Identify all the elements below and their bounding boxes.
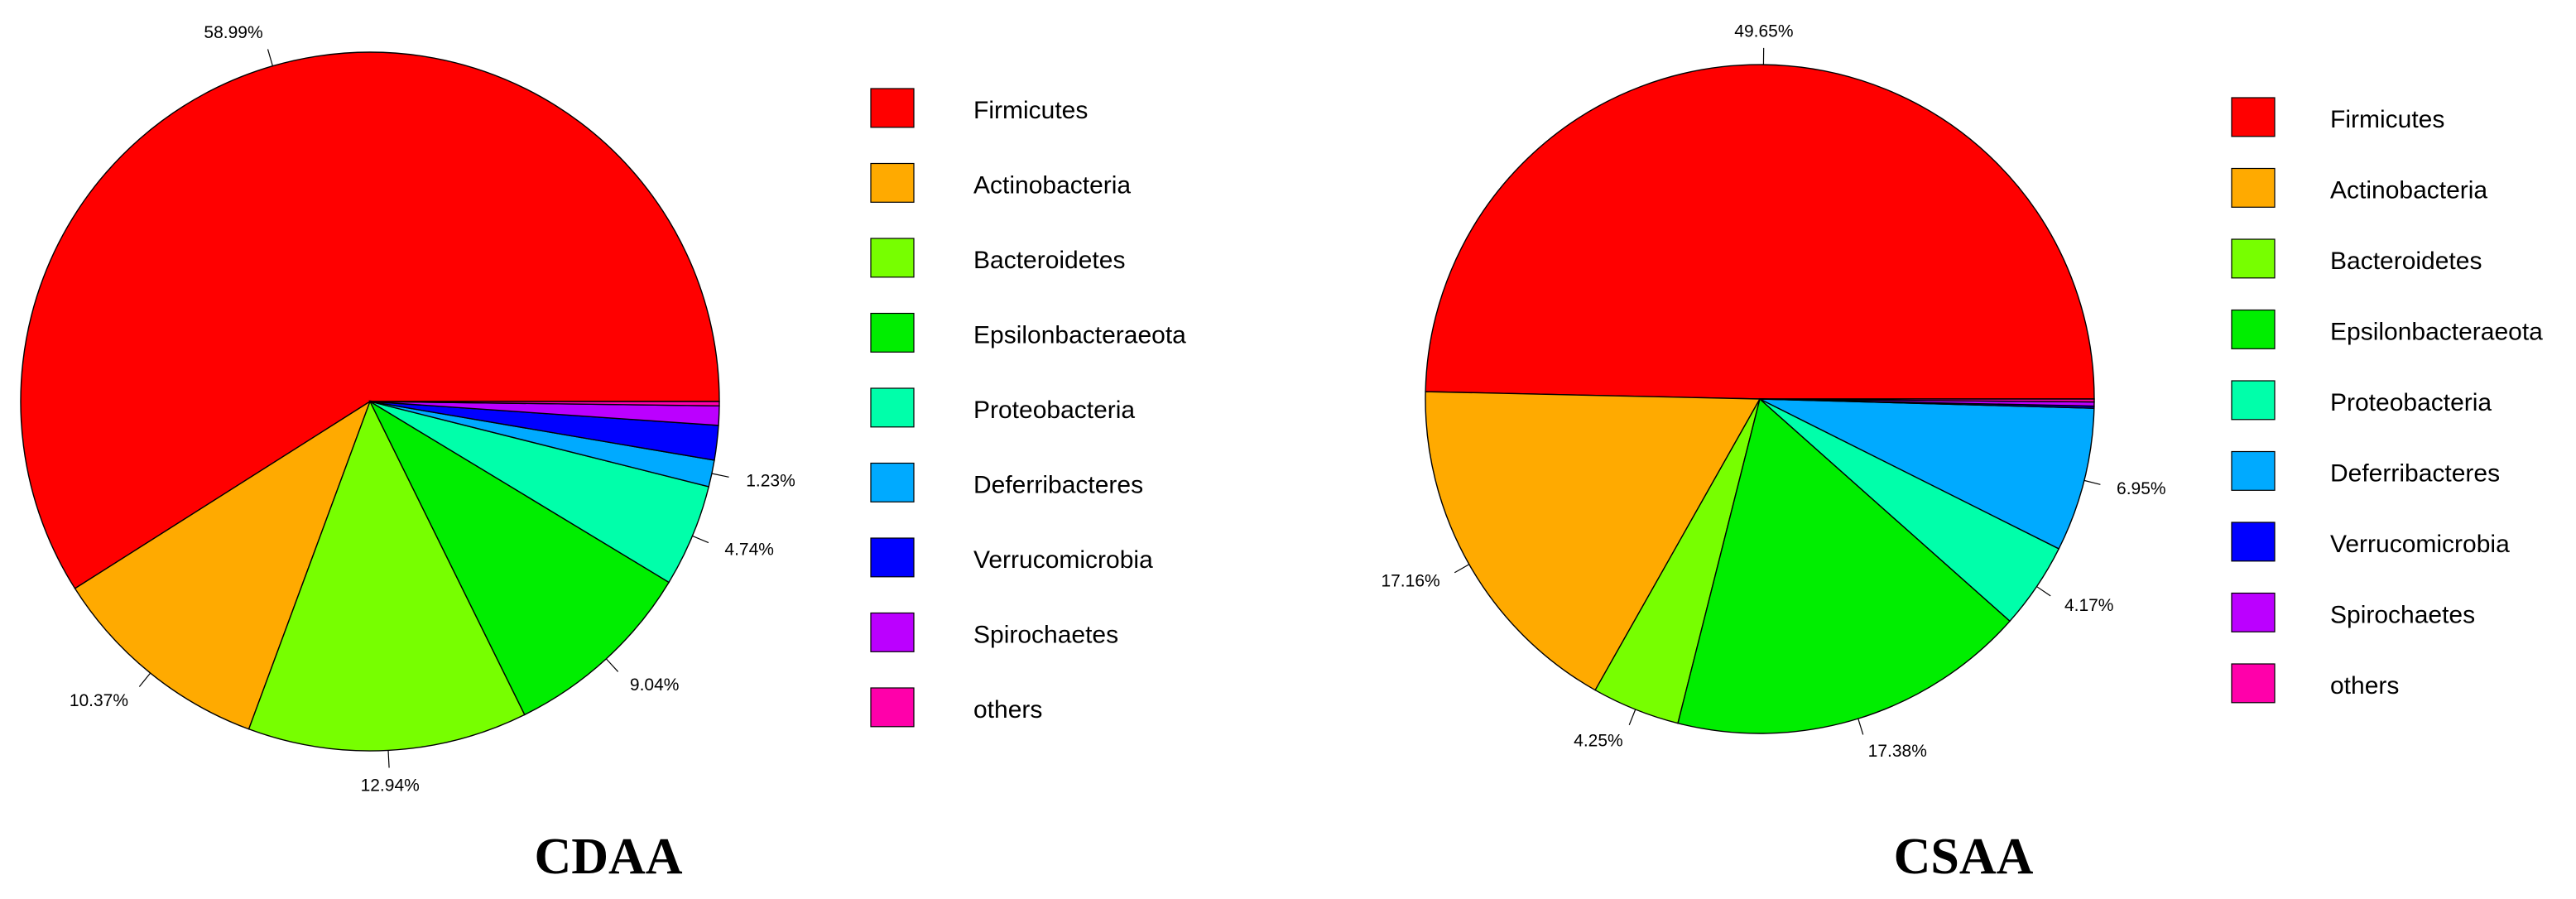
cdaa-legend-label-epsilonbacteraeota: Epsilonbacteraeota [973,322,1186,349]
cdaa-leader-lines [138,49,729,768]
cdaa-slice-others [369,401,720,407]
csaa-label-actinobacteria: 17.16% [1381,572,1439,591]
cdaa-panel: 58.99% 10.37% 12.94% 9.04% 4.74% 1.23% Firmic… [20,23,1186,885]
cdaa-legend-swatch-firmicutes [870,88,915,128]
cdaa-label-firmicutes: 58.99% [204,23,262,42]
cdaa-legend-swatch-spirochaetes [870,612,915,652]
cdaa-label-deferribacteres: 1.23% [746,472,795,491]
csaa-pie [1425,64,2095,734]
csaa-legend-label-deferribacteres: Deferribacteres [2330,460,2500,488]
csaa-label-deferribacteres: 6.95% [2117,479,2166,498]
csaa-legend-swatch-proteobacteria [2231,380,2276,421]
cdaa-legend-swatch-actinobacteria [870,162,915,203]
cdaa-slice-bacteroidetes [248,400,526,752]
cdaa-title: CDAA [534,829,682,885]
cdaa-legend-swatch-others [870,687,915,728]
cdaa-leader-deferribacteres [711,473,729,478]
csaa-legend-label-epsilonbacteraeota: Epsilonbacteraeota [2330,319,2543,346]
cdaa-legend-swatch-verrucomicrobia [870,537,915,578]
csaa-label-proteobacteria: 4.17% [2064,596,2114,615]
cdaa-slice-epsilonbacteraeota [368,400,670,716]
cdaa-percent-labels: 58.99% 10.37% 12.94% 9.04% 4.74% 1.23% [70,23,795,795]
cdaa-legend-swatch-epsilonbacteraeota [870,312,915,353]
cdaa-legend-swatch-proteobacteria [870,387,915,428]
csaa-legend-swatch-deferribacteres [2231,450,2276,491]
csaa-slice-deferribacteres [1759,398,2095,550]
cdaa-legend-label-bacteroidetes: Bacteroidetes [973,247,1125,274]
csaa-slice-firmicutes [1425,64,2095,400]
csaa-leader-proteobacteria [2036,586,2051,597]
csaa-legend-swatch-bacteroidetes [2231,238,2276,279]
cdaa-leader-actinobacteria [138,672,151,687]
cdaa-legend-label-verrucomicrobia: Verrucomicrobia [973,546,1153,574]
csaa-legend-swatch-firmicutes [2231,97,2276,137]
csaa-legend-label-actinobacteria: Actinobacteria [2330,177,2487,204]
csaa-panel: 49.65% 17.16% 4.25% 17.38% 4.17% 6.95% Firmic… [1381,22,2543,885]
cdaa-legend-label-firmicutes: Firmicutes [973,97,1088,124]
csaa-label-bacteroidetes: 4.25% [1574,732,1623,751]
csaa-leader-deferribacteres [2083,479,2101,485]
csaa-legend-swatch-actinobacteria [2231,167,2276,208]
csaa-label-epsilonbacteraeota: 17.38% [1868,742,1927,761]
cdaa-legend-label-others: others [973,696,1042,724]
csaa-legend-label-others: others [2330,672,2399,699]
csaa-leader-epsilonbacteraeota [1858,718,1864,735]
csaa-legend-label-proteobacteria: Proteobacteria [2330,389,2492,416]
cdaa-label-epsilonbacteraeota: 9.04% [630,675,680,695]
cdaa-slice-actinobacteria [74,400,372,730]
csaa-slice-others [1759,398,2095,403]
cdaa-leader-bacteroidetes [387,750,390,768]
cdaa-legend: Firmicutes Actinobacteria Bacteroidetes Eps… [870,88,1186,728]
csaa-label-firmicutes: 49.65% [1734,22,1793,41]
csaa-legend-swatch-verrucomicrobia [2231,522,2276,562]
csaa-percent-labels: 49.65% 17.16% 4.25% 17.38% 4.17% 6.95% [1381,22,2165,761]
csaa-leader-actinobacteria [1454,564,1470,574]
cdaa-legend-label-spirochaetes: Spirochaetes [973,622,1118,649]
csaa-legend-label-firmicutes: Firmicutes [2330,106,2444,133]
cdaa-legend-label-actinobacteria: Actinobacteria [973,172,1131,200]
csaa-legend-swatch-epsilonbacteraeota [2231,309,2276,349]
cdaa-leader-proteobacteria [692,535,709,544]
csaa-slice-epsilonbacteraeota [1677,397,2011,734]
cdaa-legend-swatch-bacteroidetes [870,238,915,278]
cdaa-label-bacteroidetes: 12.94% [361,776,420,796]
csaa-legend-label-spirochaetes: Spirochaetes [2330,602,2475,629]
csaa-legend-label-verrucomicrobia: Verrucomicrobia [2330,531,2510,558]
cdaa-legend-label-proteobacteria: Proteobacteria [973,397,1135,424]
csaa-slice-actinobacteria [1425,391,1761,691]
csaa-legend-label-bacteroidetes: Bacteroidetes [2330,248,2482,275]
csaa-legend-swatch-others [2231,663,2276,704]
csaa-legend: Firmicutes Actinobacteria Bacteroidetes Eps… [2231,97,2543,704]
cdaa-leader-firmicutes [267,49,273,66]
cdaa-label-proteobacteria: 4.74% [724,541,774,560]
csaa-leader-lines [1454,47,2101,735]
csaa-leader-bacteroidetes [1628,709,1636,725]
cdaa-pie [20,51,720,752]
csaa-title: CSAA [1894,829,2034,885]
cdaa-leader-epsilonbacteraeota [605,658,619,672]
cdaa-legend-label-deferribacteres: Deferribacteres [973,472,1143,499]
csaa-legend-swatch-spirochaetes [2231,592,2276,632]
cdaa-legend-swatch-deferribacteres [870,462,915,502]
cdaa-label-actinobacteria: 10.37% [70,691,128,710]
